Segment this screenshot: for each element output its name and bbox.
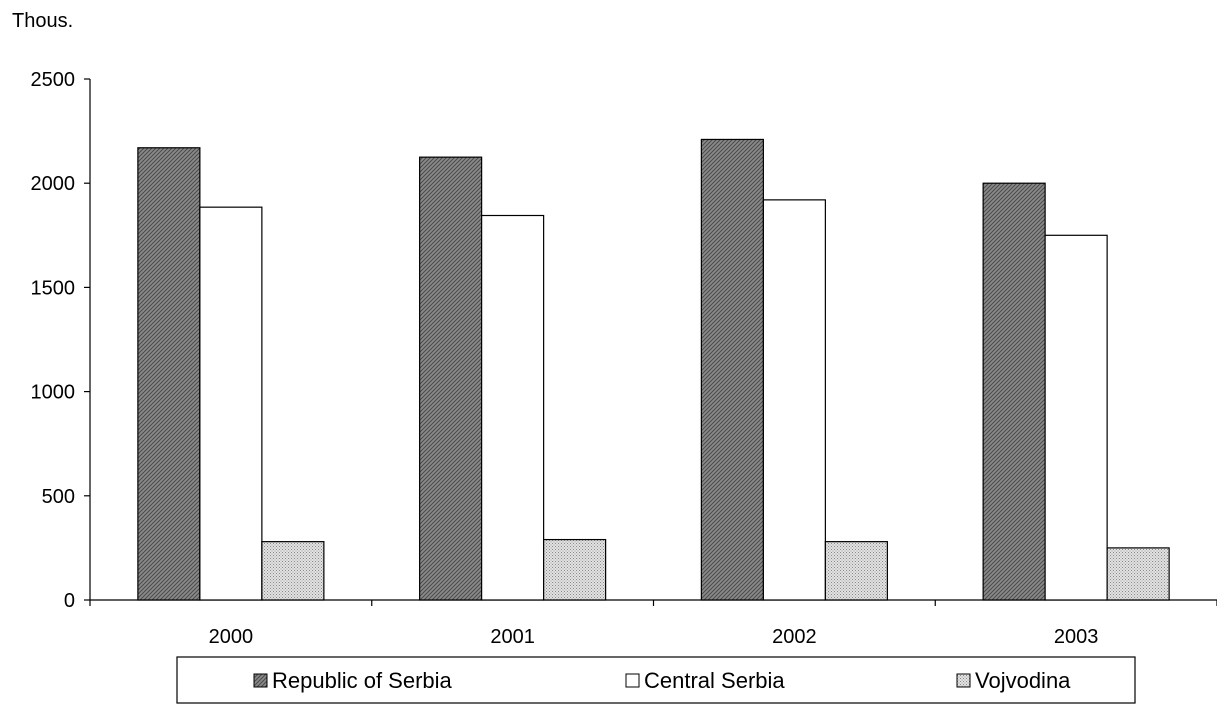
bar-republic-of-serbia-2001 (419, 156, 483, 601)
x-tick-label: 2001 (490, 626, 535, 648)
legend: Republic of Serbia Central Serbia Vojvod… (176, 656, 1136, 704)
bar-vojvodina-2002 (824, 541, 888, 601)
y-axis-unit-label: Thous. (12, 10, 73, 32)
y-tick-label: 1000 (31, 382, 76, 404)
bar-central-serbia-2002 (762, 199, 826, 601)
y-tick-label: 1500 (31, 277, 76, 299)
x-tick-label: 2002 (772, 626, 817, 648)
bar-republic-of-serbia-2000 (137, 147, 201, 601)
legend-label-vojvodina: Vojvodina (975, 668, 1071, 693)
y-tick-label: 2000 (31, 173, 76, 195)
x-tick-label: 2000 (209, 626, 254, 648)
y-tick-label: 500 (42, 486, 75, 508)
legend-swatch-central-serbia (625, 673, 640, 688)
x-tick-label: 2003 (1054, 626, 1099, 648)
bar-republic-of-serbia-2003 (982, 182, 1046, 601)
legend-label-central-serbia: Central Serbia (644, 668, 785, 693)
y-tick-label: 0 (64, 590, 75, 612)
bar-vojvodina-2003 (1106, 547, 1170, 601)
legend-swatch-vojvodina (956, 673, 971, 688)
legend-box (176, 656, 1136, 704)
bars (137, 138, 1170, 601)
legend-label-republic-of-serbia: Republic of Serbia (272, 668, 453, 693)
bar-central-serbia-2003 (1044, 234, 1108, 601)
bar-central-serbia-2001 (481, 214, 545, 601)
x-axis: 2000 2001 2002 2003 (89, 599, 1217, 648)
y-axis: 0 500 1000 1500 2000 2500 (31, 69, 91, 612)
legend-swatch-republic-of-serbia (253, 673, 268, 688)
y-tick-label: 2500 (31, 69, 76, 91)
bar-vojvodina-2001 (543, 538, 607, 601)
bar-republic-of-serbia-2002 (700, 138, 764, 601)
bar-vojvodina-2000 (261, 541, 325, 601)
bar-central-serbia-2000 (199, 206, 263, 601)
